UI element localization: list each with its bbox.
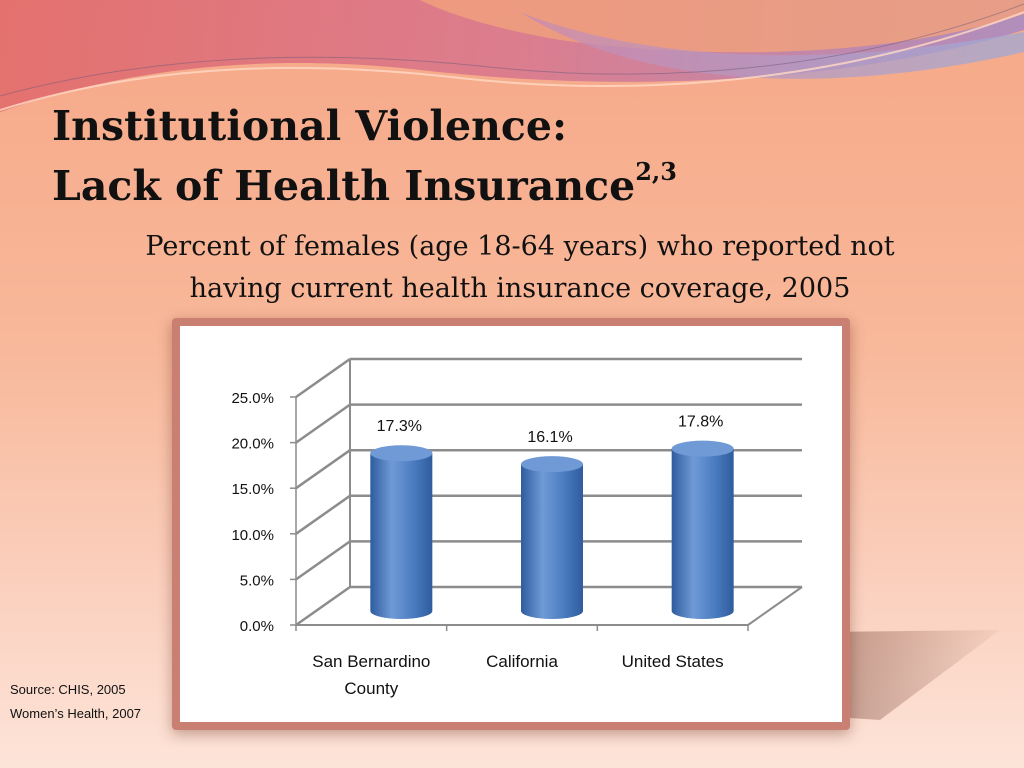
title-superscript: 2,3 xyxy=(635,157,677,186)
bar-2 xyxy=(671,440,734,619)
title-line-2: Lack of Health Insurance xyxy=(52,162,636,210)
source-citation-2: Women’s Health, 2007 xyxy=(10,706,142,721)
shadow-wedge-decoration xyxy=(820,630,1000,720)
y-tick-label: 25.0% xyxy=(231,390,274,407)
y-tick-label: 15.0% xyxy=(231,481,274,498)
bar-chart: 0.0% 5.0% 10.0% 15.0% 20.0% 25.0% 17.3% 16.1% 17… xyxy=(231,357,803,698)
chart-frame: 0.0% 5.0% 10.0% 15.0% 20.0% 25.0% 17.3% 16.1% 17… xyxy=(172,318,850,730)
gridline-side-1 xyxy=(295,540,351,581)
bar-1 xyxy=(521,456,583,619)
chart-subtitle: Percent of females (age 18-64 years) who… xyxy=(145,231,895,304)
x-category-label: San Bernardino xyxy=(312,652,430,671)
data-label: 16.1% xyxy=(527,429,572,446)
gridline-side-3 xyxy=(295,449,351,490)
source-citation-1: Source: CHIS, 2005 xyxy=(10,682,126,697)
slide-title: Institutional Violence: Lack of Health I… xyxy=(52,96,677,216)
x-category-label: United States xyxy=(622,652,724,671)
floor-right-edge xyxy=(747,586,803,626)
y-tick-label: 5.0% xyxy=(240,572,274,589)
x-category-label: California xyxy=(486,652,558,671)
y-tick-label: 10.0% xyxy=(231,527,274,544)
gridline-side-2 xyxy=(295,494,351,535)
y-tick-label: 20.0% xyxy=(231,436,274,453)
gridline-side-4 xyxy=(295,403,351,444)
title-line-1: Institutional Violence: xyxy=(52,102,568,150)
data-label: 17.3% xyxy=(377,418,422,435)
y-tick-label: 0.0% xyxy=(240,618,274,635)
gridline-side-5 xyxy=(295,357,351,399)
gridline-side-0 xyxy=(295,585,351,627)
bar-0 xyxy=(370,445,433,619)
x-category-label: County xyxy=(344,679,398,698)
data-label: 17.8% xyxy=(678,414,723,431)
chart-panel: 0.0% 5.0% 10.0% 15.0% 20.0% 25.0% 17.3% 16.1% 17… xyxy=(180,326,842,722)
header-waves-decoration xyxy=(0,0,1024,112)
